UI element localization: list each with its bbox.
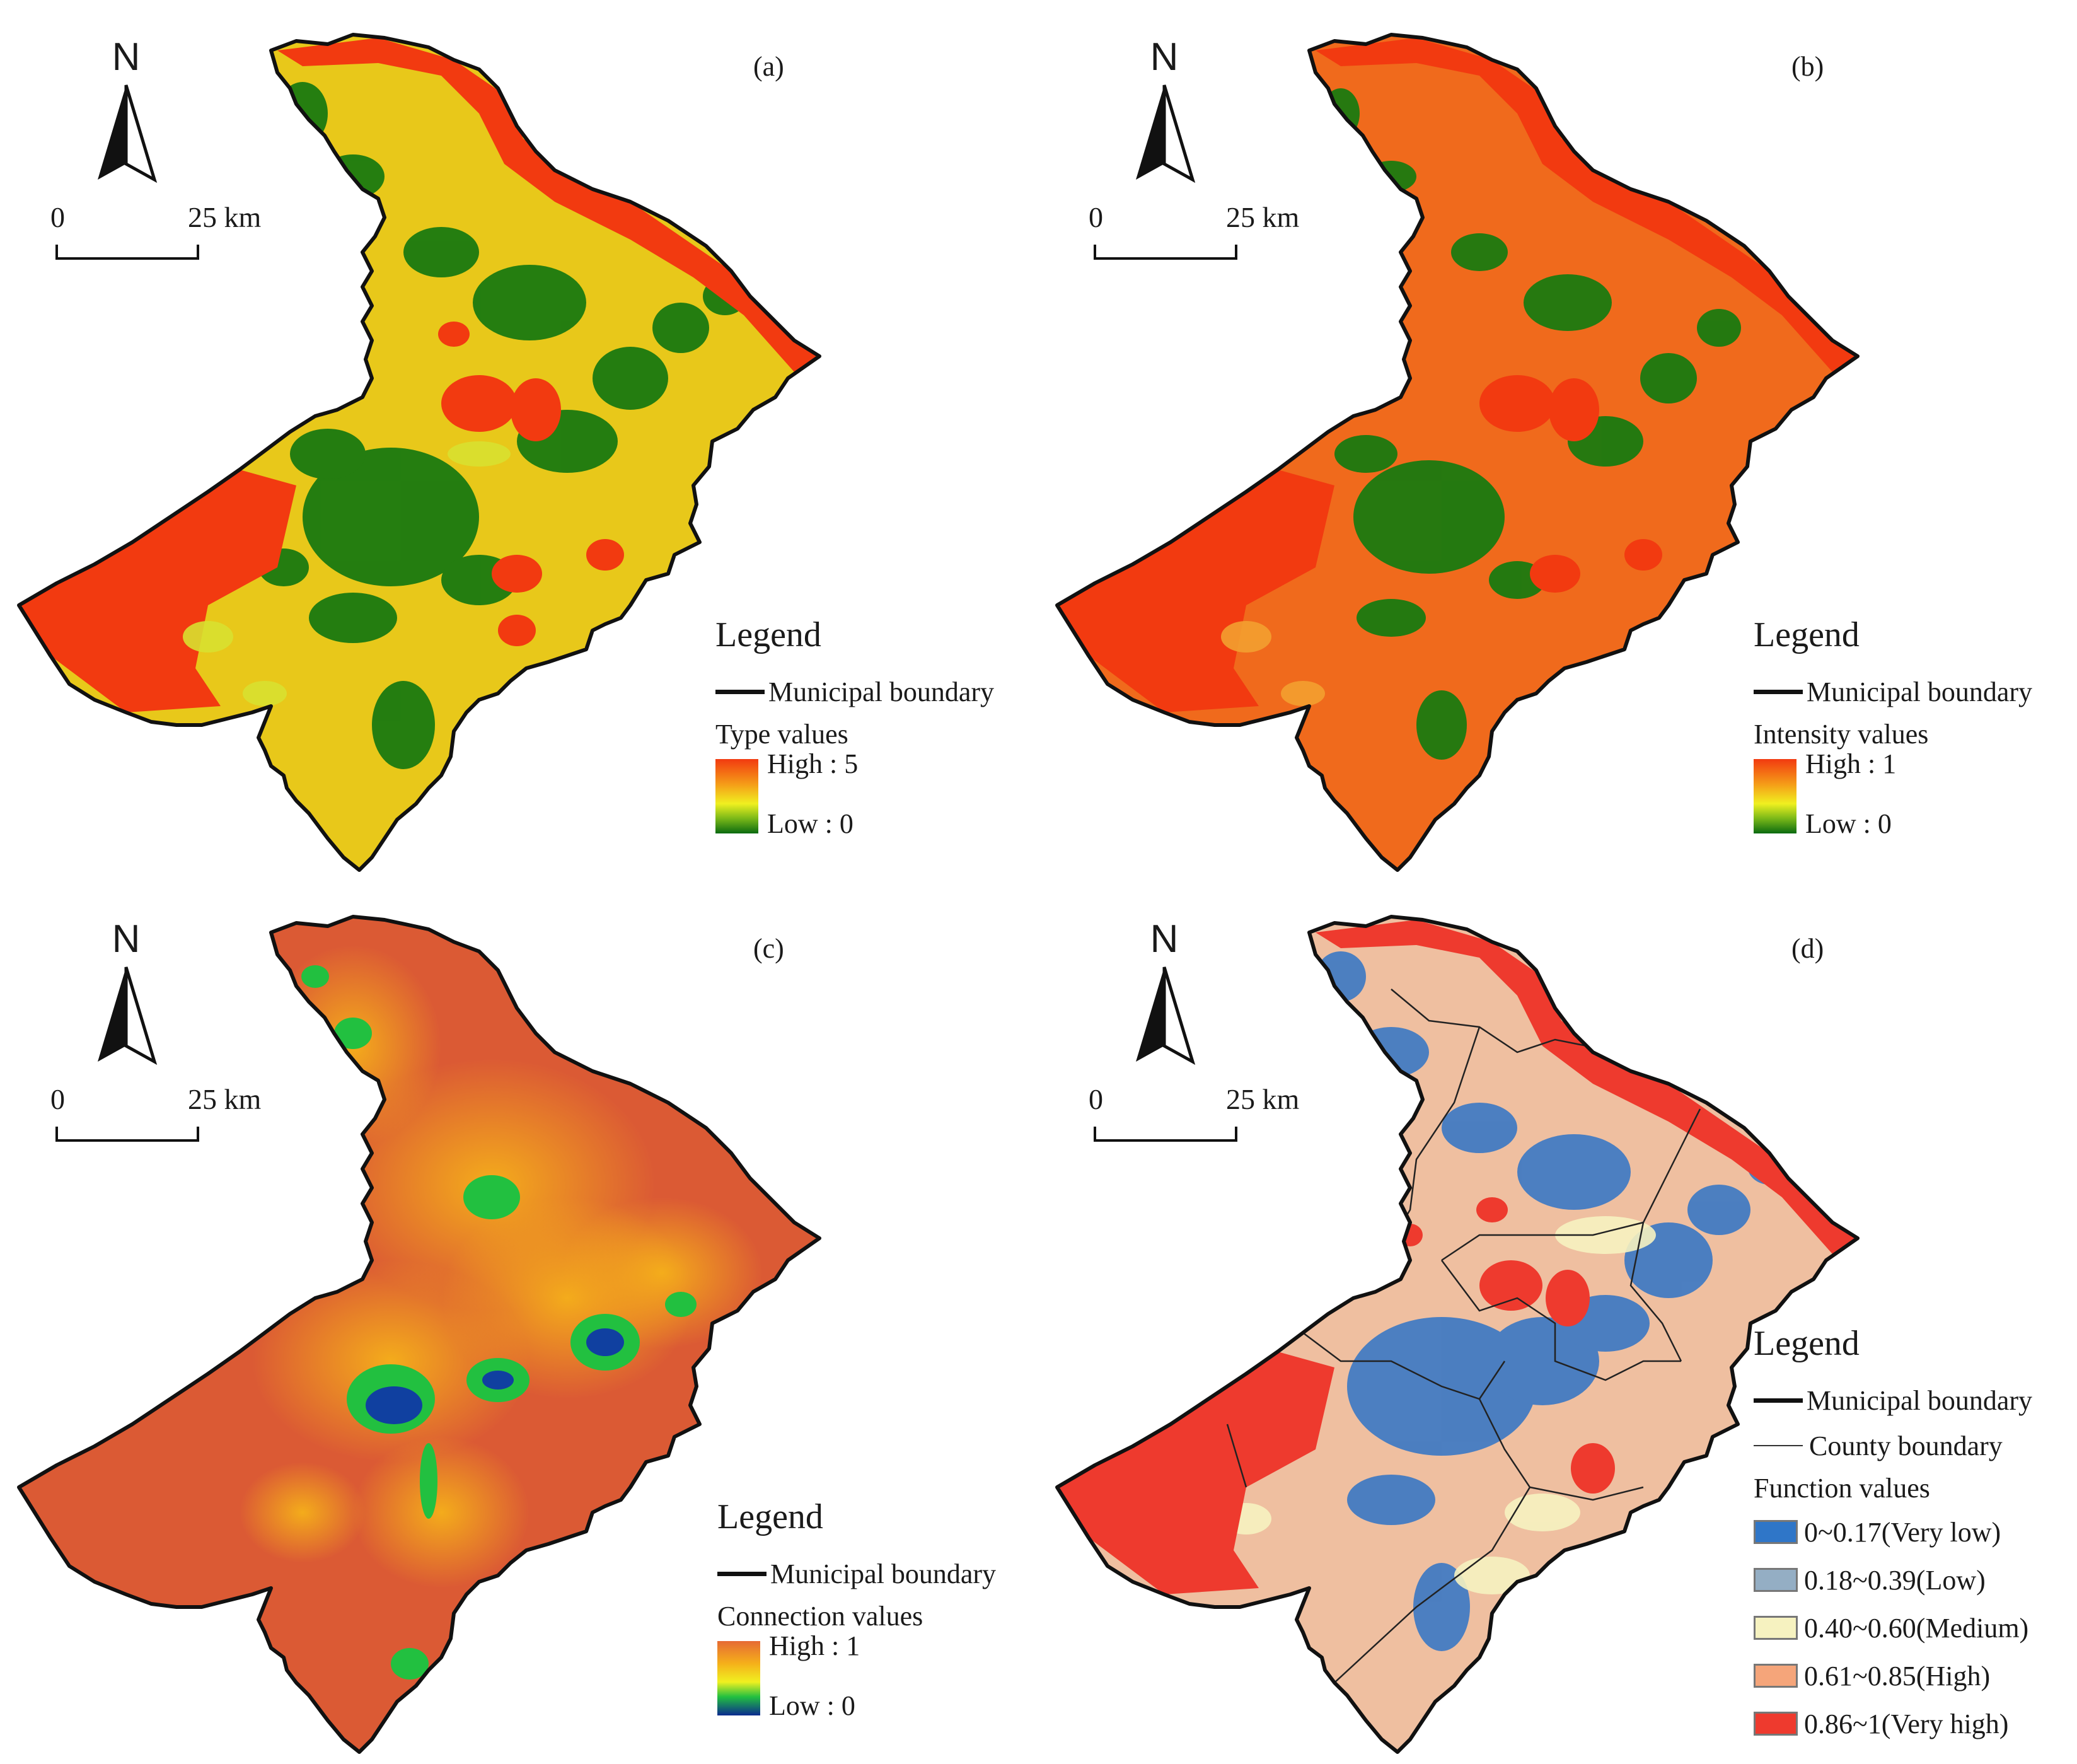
legend-a: Legend Municipal boundary Type values Hi… bbox=[715, 615, 1068, 839]
legend-value-title: Type values bbox=[715, 719, 848, 750]
legend-class-swatch bbox=[1754, 1520, 1798, 1544]
legend-class-label: 0~0.17(Very low) bbox=[1804, 1516, 2001, 1548]
legend-class-label: 0.61~0.85(High) bbox=[1804, 1660, 1991, 1691]
legend-d: Legend Municipal boundary County boundar… bbox=[1754, 1323, 2077, 1748]
legend-ramp: High : 1 Low : 0 bbox=[717, 1630, 1070, 1721]
panel-c: (c) N 0 25 km Legend Municipal boundary C… bbox=[0, 882, 1038, 1764]
legend-title: Legend bbox=[717, 1497, 823, 1536]
panel-d: (d) N 0 25 km Legend Municipal boundary C… bbox=[1038, 882, 2076, 1764]
legend-class-swatch bbox=[1754, 1616, 1798, 1640]
map-a bbox=[0, 0, 1038, 882]
scale-bar: 0 25 km bbox=[1089, 1082, 1302, 1171]
legend-class-label: 0.18~0.39(Low) bbox=[1804, 1564, 1986, 1596]
legend-value-title: Function values bbox=[1754, 1473, 1930, 1504]
north-arrow-icon: N bbox=[91, 917, 161, 1068]
legend-class-label: 0.40~0.60(Medium) bbox=[1804, 1612, 2029, 1644]
north-arrow-icon: N bbox=[91, 35, 161, 186]
scale-bar: 0 25 km bbox=[50, 200, 263, 289]
legend-class-item: 0.18~0.39(Low) bbox=[1754, 1556, 2077, 1604]
legend-class-item: 0.40~0.60(Medium) bbox=[1754, 1604, 2077, 1652]
panel-label: (a) bbox=[753, 51, 784, 82]
legend-value-title: Connection values bbox=[717, 1601, 923, 1632]
map-d bbox=[1038, 882, 2076, 1764]
legend-ramp: High : 5 Low : 0 bbox=[715, 748, 1068, 839]
map-c bbox=[0, 882, 1038, 1764]
panel-label: (d) bbox=[1791, 933, 1824, 964]
north-arrow-icon: N bbox=[1130, 35, 1199, 186]
scale-bar: 0 25 km bbox=[50, 1082, 263, 1171]
legend-class-label: 0.86~1(Very high) bbox=[1804, 1708, 2009, 1739]
legend-boundary: Municipal boundary bbox=[1754, 1378, 2077, 1423]
legend-boundary: Municipal boundary bbox=[1754, 669, 2077, 714]
legend-title: Legend bbox=[1754, 615, 1860, 654]
legend-b: Legend Municipal boundary Intensity valu… bbox=[1754, 615, 2077, 839]
legend-boundary: Municipal boundary bbox=[715, 669, 1068, 714]
legend-title: Legend bbox=[1754, 1324, 1860, 1363]
panel-a: (a) N 0 25 km Legend Municipal boundary T… bbox=[0, 0, 1038, 882]
north-arrow-icon: N bbox=[1130, 917, 1199, 1068]
legend-class-swatch bbox=[1754, 1712, 1798, 1736]
panel-label: (b) bbox=[1791, 51, 1824, 82]
legend-class-item: 0.61~0.85(High) bbox=[1754, 1652, 2077, 1700]
legend-value-title: Intensity values bbox=[1754, 719, 1929, 750]
legend-title: Legend bbox=[715, 615, 821, 654]
legend-c: Legend Municipal boundary Connection val… bbox=[717, 1497, 1070, 1721]
scale-bar: 0 25 km bbox=[1089, 200, 1302, 289]
map-b bbox=[1038, 0, 2076, 882]
panel-b: (b) N 0 25 km Legend Municipal boundary I… bbox=[1038, 0, 2076, 882]
legend-ramp: High : 1 Low : 0 bbox=[1754, 748, 2077, 839]
legend-class-swatch bbox=[1754, 1664, 1798, 1688]
legend-county-boundary: County boundary bbox=[1754, 1423, 2077, 1468]
legend-class-item: 0.86~1(Very high) bbox=[1754, 1700, 2077, 1748]
legend-class-item: 0~0.17(Very low) bbox=[1754, 1508, 2077, 1556]
panel-label: (c) bbox=[753, 933, 784, 964]
legend-class-swatch bbox=[1754, 1568, 1798, 1592]
legend-boundary: Municipal boundary bbox=[717, 1551, 1070, 1596]
